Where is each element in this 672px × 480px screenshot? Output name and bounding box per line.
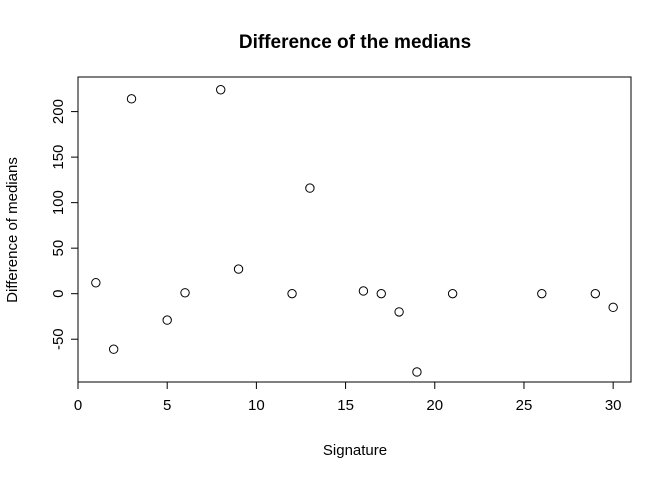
y-axis-label: Difference of medians: [4, 157, 21, 303]
data-point: [608, 302, 618, 313]
x-axis: 0 5 10 15 20 25 30: [74, 381, 622, 414]
chart-title: Difference of the medians: [239, 32, 471, 53]
data-point: [180, 288, 190, 298]
data-point: [162, 315, 172, 325]
plot-area-border: [77, 76, 632, 383]
data-point: [126, 94, 137, 104]
y-tick-label: 100: [50, 190, 67, 215]
x-tick-label: 0: [74, 397, 82, 414]
data-point: [305, 183, 315, 193]
y-tick-label: 0: [50, 290, 67, 298]
x-tick-label: 10: [248, 397, 265, 414]
y-tick-label: 50: [50, 240, 67, 257]
data-point: [287, 288, 297, 299]
data-point: [216, 85, 226, 95]
data-point: [108, 344, 119, 354]
y-tick-label: -50: [50, 328, 67, 350]
x-tick-label: 15: [337, 397, 354, 414]
data-point: [590, 288, 601, 299]
y-axis: -50 0 50 100 150 200: [50, 99, 79, 350]
data-point: [412, 367, 422, 377]
data-points: [91, 85, 618, 377]
y-tick-label: 200: [50, 99, 67, 124]
x-tick-label: 25: [516, 397, 533, 414]
data-point: [91, 278, 101, 288]
data-point: [376, 288, 386, 299]
data-point: [537, 288, 547, 299]
data-point: [233, 264, 244, 274]
data-point: [447, 288, 458, 299]
x-axis-label: Signature: [323, 442, 387, 459]
data-point: [394, 307, 404, 317]
x-tick-label: 5: [163, 397, 171, 414]
data-point: [358, 286, 369, 296]
x-tick-label: 20: [426, 397, 443, 414]
x-tick-label: 30: [605, 397, 622, 414]
y-tick-label: 150: [50, 145, 67, 170]
